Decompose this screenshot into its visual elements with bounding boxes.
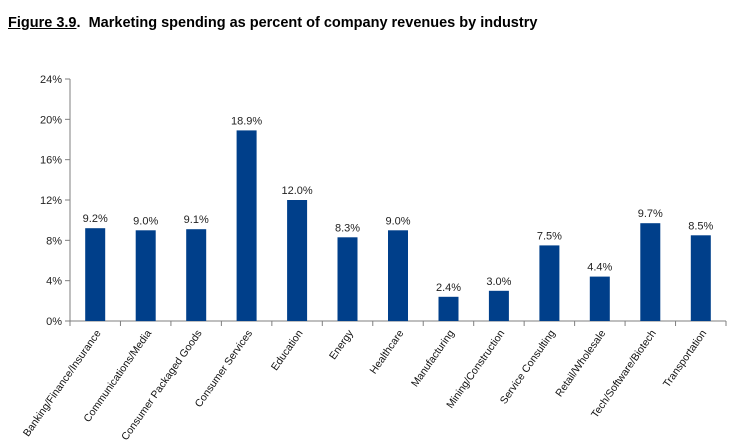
x-category-label: Retail/Wholesale bbox=[553, 328, 608, 400]
data-label: 7.5% bbox=[537, 230, 562, 242]
bar bbox=[488, 290, 509, 322]
chart-bars bbox=[85, 130, 711, 322]
data-label: 18.9% bbox=[231, 115, 262, 127]
x-category-label: Service Consulting bbox=[498, 328, 558, 407]
data-label: 9.2% bbox=[83, 213, 108, 225]
bar bbox=[287, 200, 308, 321]
figure-caption: Marketing spending as percent of company… bbox=[88, 15, 538, 31]
bar bbox=[640, 223, 661, 321]
y-tick-label: 24% bbox=[40, 74, 62, 86]
y-tick-label: 12% bbox=[40, 195, 62, 207]
y-tick-label: 8% bbox=[46, 235, 62, 247]
y-tick-label: 20% bbox=[40, 114, 62, 126]
x-category-label: Healthcare bbox=[368, 328, 407, 377]
figure-number: Figure 3.9 bbox=[8, 15, 77, 31]
data-label: 8.3% bbox=[335, 222, 360, 234]
bar bbox=[539, 245, 560, 321]
bar bbox=[589, 276, 610, 321]
bar bbox=[85, 228, 106, 321]
data-label: 3.0% bbox=[486, 276, 511, 288]
data-label: 8.5% bbox=[688, 220, 713, 232]
y-tick-label: 4% bbox=[46, 276, 62, 288]
figure-title: Figure 3.9. Marketing spending as percen… bbox=[8, 15, 538, 31]
y-tick-label: 16% bbox=[40, 155, 62, 167]
bar bbox=[135, 230, 156, 322]
bar bbox=[690, 235, 711, 321]
data-label: 2.4% bbox=[436, 282, 461, 294]
data-label: 9.0% bbox=[133, 215, 158, 227]
bar bbox=[236, 130, 257, 321]
y-tick-label: 0% bbox=[46, 316, 62, 328]
chart-category-labels: Banking/Finance/InsuranceCommunications/… bbox=[21, 327, 710, 441]
x-category-label: Energy bbox=[327, 327, 356, 362]
chart-data-labels: 9.2% 9.0% 9.1% 18.9% 12.0% 8.3% 9.0% 2.4% 3.0% 7.… bbox=[83, 115, 714, 293]
data-label: 9.1% bbox=[184, 214, 209, 226]
x-category-label: Consumer Services bbox=[193, 328, 255, 410]
bar bbox=[388, 230, 408, 322]
x-category-label: Transportation bbox=[661, 328, 710, 390]
data-label: 9.0% bbox=[385, 215, 410, 227]
bar bbox=[438, 296, 459, 321]
data-label: 12.0% bbox=[281, 185, 312, 197]
x-category-label: Education bbox=[269, 328, 306, 373]
data-label: 4.4% bbox=[587, 262, 612, 274]
bar bbox=[186, 229, 207, 321]
x-category-label: Manufacturing bbox=[409, 328, 457, 390]
bar bbox=[337, 237, 358, 321]
data-label: 9.7% bbox=[638, 208, 663, 220]
